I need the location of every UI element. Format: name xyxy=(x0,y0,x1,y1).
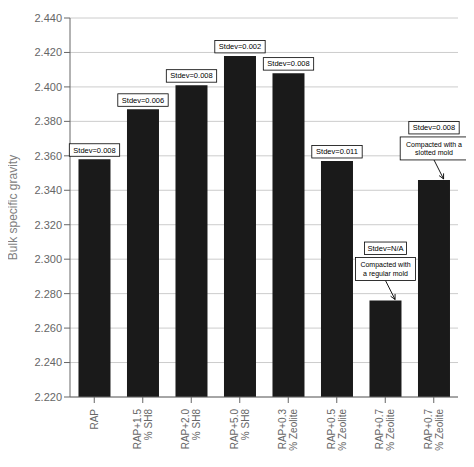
svg-text:2.420: 2.420 xyxy=(34,46,62,58)
svg-text:Stdev=0.008: Stdev=0.008 xyxy=(73,146,115,155)
svg-text:RAP: RAP xyxy=(89,409,100,430)
svg-text:2.440: 2.440 xyxy=(34,12,62,24)
svg-text:2.400: 2.400 xyxy=(34,81,62,93)
svg-text:RAP+0.7% Zeolite: RAP+0.7% Zeolite xyxy=(423,409,445,451)
svg-text:Stdev=0.008: Stdev=0.008 xyxy=(170,71,212,80)
svg-text:Stdev=0.006: Stdev=0.006 xyxy=(122,96,164,105)
svg-text:Compacted witha regular mold: Compacted witha regular mold xyxy=(360,261,410,278)
svg-text:Stdev=N/A: Stdev=N/A xyxy=(367,244,403,253)
svg-text:2.280: 2.280 xyxy=(34,288,62,300)
svg-text:RAP+2.0% SH8: RAP+2.0% SH8 xyxy=(180,409,202,450)
svg-text:2.220: 2.220 xyxy=(34,391,62,403)
svg-text:2.240: 2.240 xyxy=(34,356,62,368)
svg-text:2.360: 2.360 xyxy=(34,150,62,162)
svg-text:2.300: 2.300 xyxy=(34,253,62,265)
svg-text:Stdev=0.008: Stdev=0.008 xyxy=(267,59,309,68)
svg-text:2.320: 2.320 xyxy=(34,219,62,231)
svg-text:RAP+1.5% SH8: RAP+1.5% SH8 xyxy=(132,409,154,450)
svg-text:RAP+0.5% Zeolite: RAP+0.5% Zeolite xyxy=(326,409,348,451)
svg-text:Stdev=0.002: Stdev=0.002 xyxy=(219,42,261,51)
svg-text:RAP+0.3% Zeolite: RAP+0.3% Zeolite xyxy=(277,409,299,451)
svg-text:Stdev=0.008: Stdev=0.008 xyxy=(413,123,455,132)
svg-text:Bulk specific gravity: Bulk specific gravity xyxy=(8,155,20,260)
svg-text:2.340: 2.340 xyxy=(34,184,62,196)
svg-text:RAP+5.0% SH8: RAP+5.0% SH8 xyxy=(229,409,251,450)
svg-text:RAP+0.7% Zeolite: RAP+0.7% Zeolite xyxy=(374,409,396,451)
svg-text:Compacted with aslotted mold: Compacted with aslotted mold xyxy=(406,141,462,157)
svg-text:2.260: 2.260 xyxy=(34,322,62,334)
svg-text:Stdev=0.011: Stdev=0.011 xyxy=(316,147,358,156)
svg-text:2.380: 2.380 xyxy=(34,115,62,127)
